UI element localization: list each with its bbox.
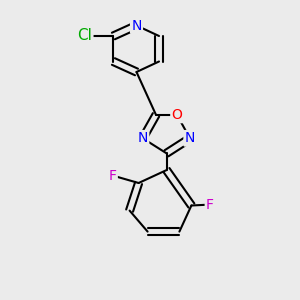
Text: N: N — [138, 131, 148, 145]
Text: N: N — [131, 19, 142, 32]
Text: F: F — [206, 198, 214, 212]
Text: N: N — [185, 131, 195, 145]
Text: O: O — [172, 108, 182, 122]
Text: Cl: Cl — [77, 28, 92, 44]
Text: F: F — [109, 169, 116, 182]
